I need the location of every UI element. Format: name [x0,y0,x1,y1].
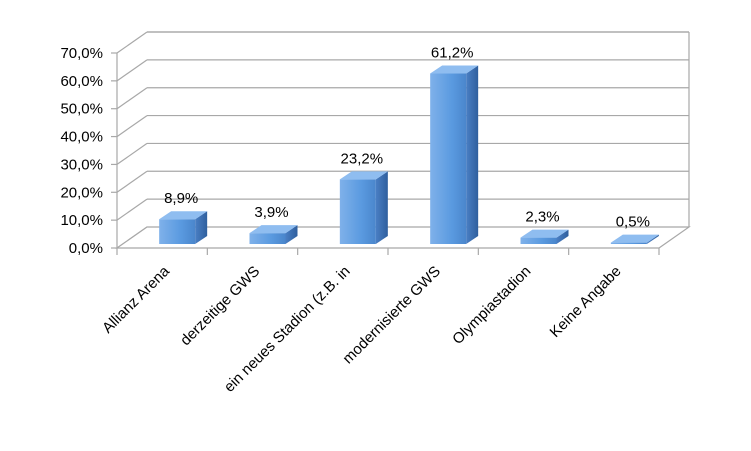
bar-side [466,65,479,244]
bar-top [159,211,208,220]
x-tick-label: Allianz Arena [99,262,173,336]
bar-front [520,237,557,244]
data-label: 2,3% [525,209,559,226]
data-label: 61,2% [431,45,474,62]
gridline-depth [116,59,148,82]
gridline-depth [116,115,148,138]
gridline-depth [116,142,148,165]
gridline-depth [116,31,148,54]
bar-side [285,225,298,244]
bar [159,211,208,244]
y-tick-label: 0,0% [69,240,103,257]
bar-side [195,211,208,244]
bar-front [430,73,467,244]
bar-top [520,229,569,238]
axes [111,52,660,255]
y-tick-label: 50,0% [60,101,103,118]
bar-top [339,171,388,180]
bar-top [249,225,298,234]
bar-front [249,233,286,244]
gridline-depth [116,198,148,221]
x-tick-label: Keine Angabe [547,263,625,341]
data-label: 0,5% [616,214,650,231]
bar-side [375,171,388,244]
gridline-depth [116,170,148,193]
bar [339,171,388,244]
bar-top [610,234,659,243]
bar-side [646,234,659,244]
x-tick-label: Olympiastadion [449,263,534,348]
bar-front [610,242,647,244]
bar [249,225,298,244]
y-tick-label: 10,0% [60,212,103,229]
bar-side [556,229,569,244]
y-tick-label: 60,0% [60,73,103,90]
bar [430,65,479,244]
data-label: 8,9% [164,190,198,207]
bars [159,65,659,244]
bar-front [339,179,376,244]
data-label: 23,2% [341,150,384,167]
data-label: 3,9% [254,204,288,221]
bar [610,234,659,244]
y-tick-label: 40,0% [60,129,103,146]
y-tick-label: 20,0% [60,184,103,201]
bar-top [430,65,479,74]
bar-front [159,219,196,244]
x-tick-label: derzeitige GWS [177,263,263,349]
x-tick-label: modernisierte GWS [339,263,444,368]
bar [520,229,569,244]
gridline-depth [116,87,148,110]
y-tick-label: 30,0% [60,156,103,173]
y-tick-label: 70,0% [60,45,103,62]
